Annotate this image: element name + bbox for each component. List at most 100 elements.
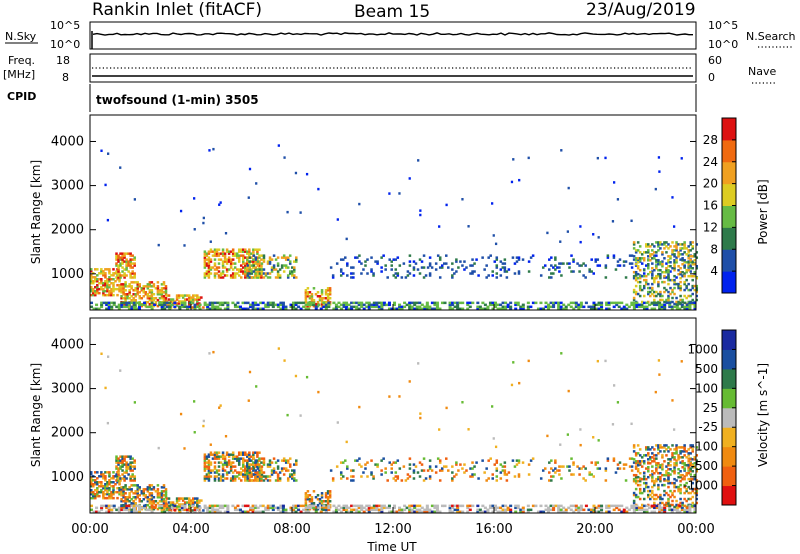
power-echo-cell [673, 249, 676, 252]
velocity-echo-cell [236, 508, 240, 512]
velocity-echo-cell [203, 463, 207, 466]
velocity-echo-cell [689, 444, 692, 447]
velocity-echo-cell [225, 473, 229, 476]
velocity-echo-cell [556, 469, 559, 472]
velocity-echo-cell [215, 455, 219, 458]
velocity-echo-cell [642, 504, 646, 508]
velocity-echo-cell [597, 439, 600, 442]
velocity-echo-cell [324, 508, 328, 512]
velocity-echo-cell [242, 475, 245, 478]
velocity-echo-cell [451, 510, 455, 514]
velocity-echo-cell [246, 510, 250, 514]
velocity-echo-cell [501, 508, 505, 512]
velocity-echo-cell [548, 461, 551, 464]
power-echo-cell [124, 296, 127, 300]
velocity-echo-cell [358, 463, 361, 466]
power-echo-cell [499, 303, 503, 307]
velocity-echo-cell [244, 471, 247, 474]
velocity-echo-cell [246, 473, 249, 476]
velocity-echo-cell [95, 506, 99, 510]
power-echo-cell [258, 270, 261, 273]
velocity-echo-cell [310, 498, 314, 501]
power-echo-cell [632, 288, 636, 292]
velocity-echo-cell [665, 448, 668, 451]
power-echo-cell [307, 301, 311, 305]
velocity-echo-cell [518, 381, 521, 385]
power-echo-cell [364, 260, 367, 263]
power-echo-cell [595, 303, 599, 307]
power-echo-cell [336, 218, 339, 221]
power-echo-cell [297, 301, 301, 305]
power-echo-cell [658, 170, 661, 173]
power-echo-cell [138, 295, 141, 298]
velocity-echo-cell [258, 457, 261, 460]
power-echo-cell [205, 272, 209, 275]
power-echo-cell [283, 156, 286, 159]
velocity-echo-cell [673, 466, 676, 469]
power-echo-cell [177, 294, 181, 297]
velocity-echo-cell [624, 463, 628, 466]
velocity-echo-cell [579, 506, 583, 510]
velocity-echo-cell [104, 471, 107, 474]
power-echo-cell [260, 264, 263, 267]
velocity-echo-cell [94, 496, 97, 500]
power-echo-cell [689, 243, 692, 246]
power-echo-cell [435, 307, 439, 311]
power-echo-cell [396, 272, 400, 275]
velocity-echo-cell [272, 469, 276, 472]
power-echo-cell [92, 272, 95, 275]
power-echo-cell [547, 307, 551, 311]
velocity-echo-cell [94, 481, 97, 484]
velocity-echo-cell [128, 507, 131, 511]
velocity-echo-cell [644, 477, 648, 481]
velocity-echo-cell [112, 488, 115, 492]
velocity-echo-cell [116, 486, 119, 490]
velocity-echo-cell [276, 479, 280, 482]
power-echo-cell [299, 307, 303, 311]
power-echo-cell [595, 307, 599, 311]
velocity-echo-cell [217, 461, 221, 464]
velocity-echo-cell [651, 477, 654, 480]
velocity-echo-cell [687, 469, 690, 472]
power-echo-cell [660, 307, 664, 311]
velocity-echo-cell [372, 504, 376, 508]
power-echo-cell [657, 268, 660, 272]
power-echo-cell [415, 307, 419, 311]
velocity-echo-cell [110, 481, 113, 484]
power-echo-cell [135, 307, 139, 311]
velocity-echo-cell [634, 495, 638, 499]
velocity-echo-cell [297, 508, 301, 512]
power-echo-cell [334, 305, 338, 309]
power-echo-cell [233, 254, 237, 257]
velocity-echo-cell [270, 461, 274, 464]
power-echo-cell [189, 298, 193, 301]
velocity-colorbar-swatch [722, 330, 736, 350]
power-echo-cell [659, 241, 662, 244]
power-echo-cell [237, 248, 241, 251]
velocity-echo-cell [517, 475, 521, 478]
velocity-echo-cell [152, 496, 156, 499]
velocity-echo-cell [254, 469, 258, 472]
velocity-echo-cell [653, 454, 656, 457]
power-echo-cell [345, 307, 349, 311]
power-echo-cell [156, 291, 160, 294]
power-echo-cell [100, 280, 103, 283]
power-echo-cell [168, 307, 172, 311]
velocity-echo-cell [403, 508, 407, 512]
power-echo-cell [496, 307, 500, 311]
power-echo-cell [314, 305, 318, 309]
power-echo-cell [221, 301, 225, 305]
power-echo-cell [562, 307, 566, 311]
power-echo-cell [289, 305, 293, 309]
power-echo-cell [304, 293, 308, 296]
power-echo-cell [638, 280, 642, 284]
velocity-echo-cell [231, 475, 235, 478]
velocity-echo-cell [683, 475, 686, 478]
power-echo-cell [288, 270, 292, 273]
velocity-echo-cell [665, 491, 668, 495]
velocity-echo-cell [203, 457, 207, 460]
power-echo-cell [133, 274, 136, 277]
velocity-echo-cell [320, 496, 324, 499]
power-echo-cell [681, 253, 684, 256]
power-echo-cell [130, 287, 133, 290]
